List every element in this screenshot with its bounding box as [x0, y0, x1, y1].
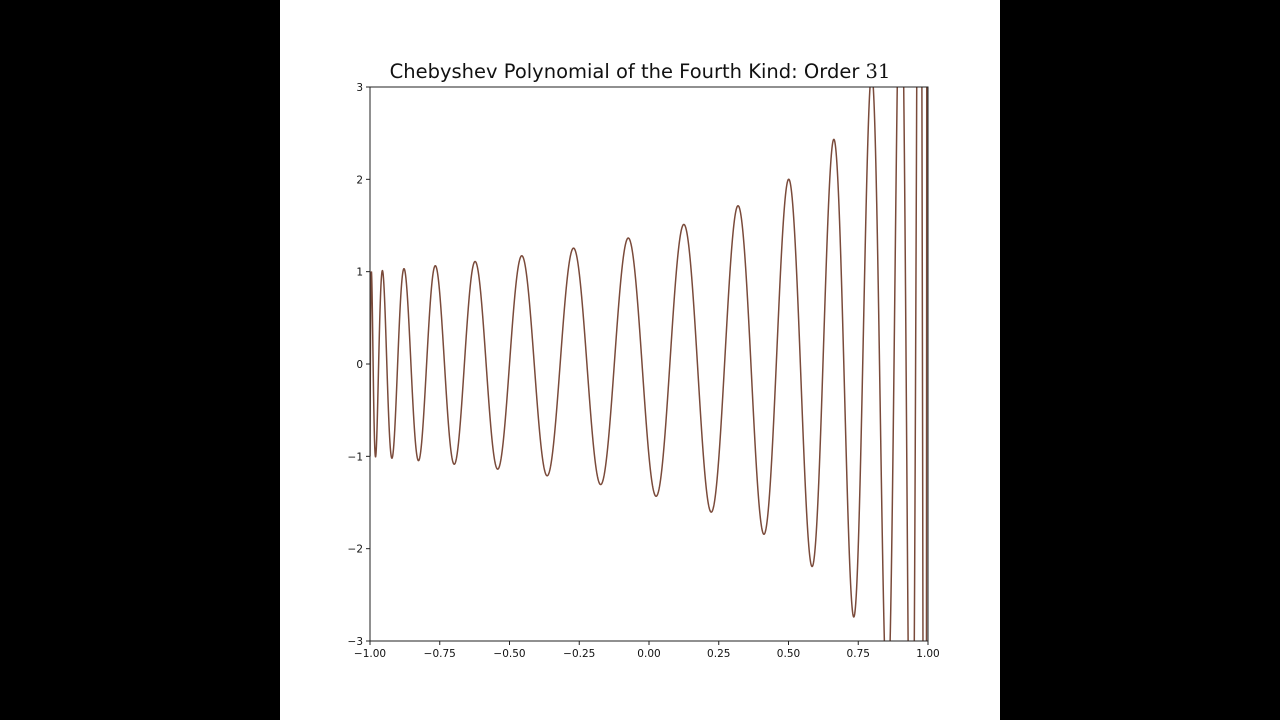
x-axis-ticks: −1.00 −0.75 −0.50 −0.25 0.00 0.25 0.50 0.75 1.00 [354, 641, 940, 660]
svg-text:1.00: 1.00 [916, 648, 939, 660]
svg-text:0.50: 0.50 [777, 648, 800, 660]
svg-text:−1: −1 [348, 451, 363, 463]
svg-text:−0.25: −0.25 [563, 648, 595, 660]
x-tick: −0.75 [424, 641, 456, 660]
svg-text:−3: −3 [348, 636, 363, 648]
svg-text:0.75: 0.75 [847, 648, 870, 660]
y-tick: 3 [356, 82, 370, 94]
chart-title-order: 31 [865, 60, 891, 83]
x-tick: 0.25 [707, 641, 730, 660]
chart-title-text: Chebyshev Polynomial of the Fourth Kind:… [389, 60, 866, 83]
svg-text:1: 1 [356, 267, 363, 279]
x-tick: −0.50 [493, 641, 526, 660]
svg-text:0.25: 0.25 [707, 648, 730, 660]
x-tick: −0.25 [563, 641, 595, 660]
x-tick: −1.00 [354, 641, 386, 660]
svg-text:0: 0 [356, 359, 363, 371]
svg-text:2: 2 [356, 174, 363, 186]
svg-text:−0.75: −0.75 [424, 648, 456, 660]
svg-text:0.00: 0.00 [637, 648, 660, 660]
curve-line [370, 87, 928, 641]
x-tick: 0.00 [637, 641, 661, 660]
y-tick: 1 [356, 267, 370, 279]
y-axis-ticks: −3 −2 −1 0 1 2 3 [348, 82, 370, 648]
polynomial-curve [370, 87, 928, 641]
y-tick: −1 [348, 451, 370, 463]
x-tick: 0.50 [777, 641, 800, 660]
y-tick: −3 [348, 636, 370, 648]
svg-text:−1.00: −1.00 [354, 648, 386, 660]
svg-text:−2: −2 [348, 544, 363, 556]
x-tick: 1.00 [916, 641, 940, 660]
svg-text:3: 3 [356, 82, 363, 94]
chart-title: Chebyshev Polynomial of the Fourth Kind:… [0, 60, 1280, 83]
x-tick: 0.75 [847, 641, 870, 660]
y-tick: 2 [356, 174, 370, 186]
svg-text:−0.50: −0.50 [493, 648, 525, 660]
y-tick: −2 [348, 544, 370, 556]
y-tick: 0 [356, 359, 370, 371]
